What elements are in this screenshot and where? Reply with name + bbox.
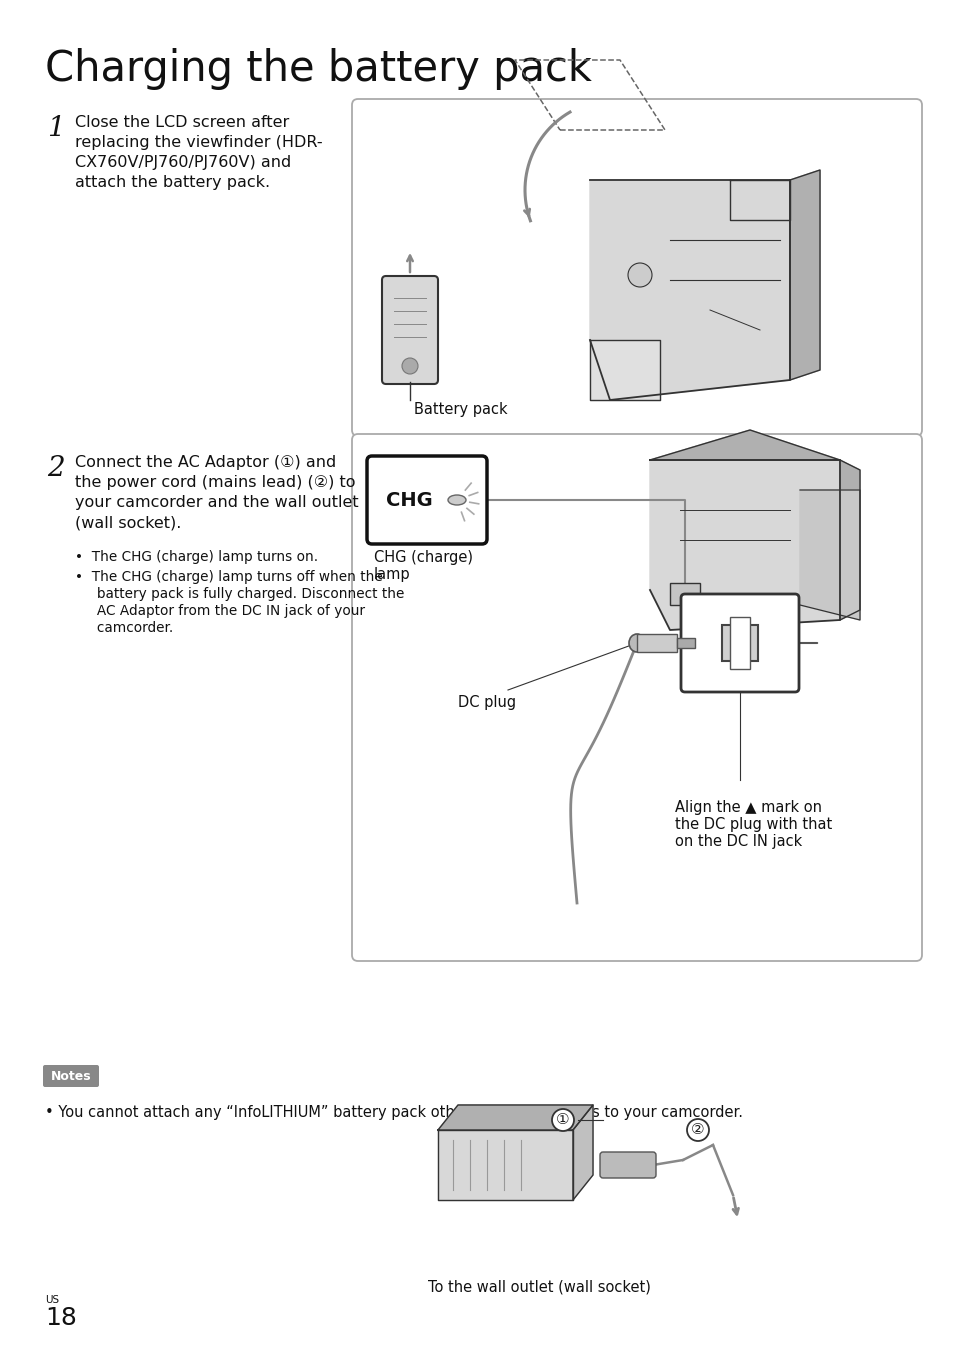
FancyBboxPatch shape — [43, 1065, 99, 1087]
Text: ①: ① — [556, 1113, 569, 1128]
Text: • You cannot attach any “InfoLITHIUM” battery pack other than the V series to yo: • You cannot attach any “InfoLITHIUM” ba… — [45, 1105, 742, 1120]
FancyBboxPatch shape — [352, 434, 921, 961]
Text: Align the ▲ mark on: Align the ▲ mark on — [675, 801, 821, 816]
Circle shape — [552, 1109, 574, 1130]
Polygon shape — [589, 341, 659, 400]
Polygon shape — [437, 1105, 593, 1130]
Text: 2: 2 — [47, 455, 65, 482]
Polygon shape — [840, 460, 859, 620]
FancyBboxPatch shape — [367, 456, 486, 544]
Text: Battery pack: Battery pack — [414, 402, 507, 417]
Polygon shape — [649, 430, 840, 460]
Text: camcorder.: camcorder. — [75, 622, 173, 635]
Text: US: US — [45, 1295, 59, 1305]
Text: on the DC IN jack: on the DC IN jack — [675, 835, 801, 849]
Text: •  The CHG (charge) lamp turns off when the: • The CHG (charge) lamp turns off when t… — [75, 570, 382, 584]
Circle shape — [686, 1120, 708, 1141]
Polygon shape — [589, 180, 789, 400]
Polygon shape — [573, 1105, 593, 1200]
Bar — [677, 638, 695, 649]
FancyBboxPatch shape — [680, 594, 799, 692]
Text: Notes: Notes — [51, 1069, 91, 1083]
Text: your camcorder and the wall outlet: your camcorder and the wall outlet — [75, 495, 358, 510]
Circle shape — [401, 358, 417, 375]
Ellipse shape — [448, 495, 465, 505]
Text: replacing the viewfinder (HDR-: replacing the viewfinder (HDR- — [75, 134, 322, 151]
Text: •  The CHG (charge) lamp turns on.: • The CHG (charge) lamp turns on. — [75, 550, 317, 565]
Text: 18: 18 — [45, 1305, 77, 1330]
Bar — [729, 617, 749, 669]
Text: To the wall outlet (wall socket): To the wall outlet (wall socket) — [428, 1280, 650, 1295]
FancyBboxPatch shape — [352, 99, 921, 436]
Text: CHG (charge): CHG (charge) — [374, 550, 473, 565]
Text: the power cord (mains lead) (②) to: the power cord (mains lead) (②) to — [75, 475, 355, 490]
Text: Connect the AC Adaptor (①) and: Connect the AC Adaptor (①) and — [75, 455, 335, 470]
Text: DC plug: DC plug — [457, 695, 516, 710]
FancyBboxPatch shape — [599, 1152, 656, 1178]
Polygon shape — [437, 1130, 573, 1200]
Polygon shape — [729, 180, 789, 220]
Text: CX760V/PJ760/PJ760V) and: CX760V/PJ760/PJ760V) and — [75, 155, 291, 170]
Bar — [637, 634, 677, 651]
Bar — [721, 626, 758, 661]
Ellipse shape — [628, 634, 644, 651]
Text: ②: ② — [691, 1122, 704, 1137]
Text: DC IN jack: DC IN jack — [701, 655, 777, 670]
Polygon shape — [800, 490, 859, 620]
Text: CHG: CHG — [386, 490, 433, 509]
Text: 1: 1 — [47, 115, 65, 142]
Text: Charging the battery pack: Charging the battery pack — [45, 47, 592, 90]
Circle shape — [627, 263, 651, 286]
Text: the DC plug with that: the DC plug with that — [675, 817, 831, 832]
Polygon shape — [649, 460, 840, 630]
Text: battery pack is fully charged. Disconnect the: battery pack is fully charged. Disconnec… — [75, 588, 404, 601]
Text: AC Adaptor from the DC IN jack of your: AC Adaptor from the DC IN jack of your — [75, 604, 365, 617]
Text: attach the battery pack.: attach the battery pack. — [75, 175, 270, 190]
Bar — [669, 584, 700, 605]
Text: lamp: lamp — [374, 567, 410, 582]
Text: Close the LCD screen after: Close the LCD screen after — [75, 115, 289, 130]
Text: (wall socket).: (wall socket). — [75, 516, 181, 531]
FancyBboxPatch shape — [381, 275, 437, 384]
Polygon shape — [789, 170, 820, 380]
